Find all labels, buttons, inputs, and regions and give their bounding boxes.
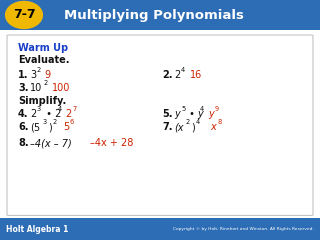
Text: y: y: [208, 109, 214, 119]
Text: 100: 100: [52, 83, 70, 93]
Text: ): ): [48, 122, 52, 132]
Text: 2: 2: [186, 119, 190, 125]
Text: Warm Up: Warm Up: [18, 43, 68, 53]
Text: 16: 16: [190, 70, 202, 80]
Text: –4x + 28: –4x + 28: [90, 138, 133, 148]
Text: 7: 7: [72, 106, 76, 112]
Text: 2: 2: [44, 80, 48, 86]
Text: • y: • y: [186, 109, 204, 119]
Text: Multiplying Polynomials: Multiplying Polynomials: [64, 8, 244, 22]
Text: Holt Algebra 1: Holt Algebra 1: [6, 225, 69, 234]
Text: 5: 5: [181, 106, 185, 112]
Ellipse shape: [5, 1, 43, 29]
Text: 5.: 5.: [162, 109, 172, 119]
Text: 2: 2: [53, 119, 57, 125]
FancyBboxPatch shape: [7, 35, 313, 215]
Text: 3: 3: [43, 119, 47, 125]
Text: 1.: 1.: [18, 70, 28, 80]
Text: 4: 4: [196, 119, 200, 125]
Text: 6.: 6.: [18, 122, 28, 132]
Text: (x: (x: [174, 122, 183, 132]
Text: Simplify.: Simplify.: [18, 96, 66, 106]
Text: 4: 4: [181, 67, 185, 73]
Text: 8: 8: [217, 119, 221, 125]
Text: x: x: [210, 122, 216, 132]
Text: 4: 4: [200, 106, 204, 112]
Text: Copyright © by Holt, Rinehart and Winston. All Rights Reserved.: Copyright © by Holt, Rinehart and Winsto…: [173, 227, 314, 231]
Text: 2: 2: [174, 70, 180, 80]
Text: 10: 10: [30, 83, 42, 93]
Text: 3.: 3.: [18, 83, 28, 93]
Text: 9: 9: [215, 106, 219, 112]
Text: 3: 3: [37, 106, 41, 112]
Text: 2: 2: [37, 67, 41, 73]
Text: 6: 6: [70, 119, 74, 125]
Text: (5: (5: [30, 122, 40, 132]
Text: ): ): [191, 122, 195, 132]
Text: 9: 9: [44, 70, 50, 80]
Text: y: y: [174, 109, 180, 119]
Text: • 2: • 2: [43, 109, 61, 119]
Text: 2.: 2.: [162, 70, 172, 80]
Text: 7-7: 7-7: [13, 8, 35, 22]
Text: 7.: 7.: [162, 122, 172, 132]
Text: 5: 5: [63, 122, 69, 132]
Text: 4.: 4.: [18, 109, 28, 119]
Text: 3: 3: [30, 70, 36, 80]
Text: 4: 4: [58, 106, 62, 112]
Text: Evaluate.: Evaluate.: [18, 55, 69, 65]
Text: 8.: 8.: [18, 138, 28, 148]
Text: 2: 2: [30, 109, 36, 119]
Text: –4(x – 7): –4(x – 7): [30, 138, 72, 148]
Text: 2: 2: [65, 109, 71, 119]
